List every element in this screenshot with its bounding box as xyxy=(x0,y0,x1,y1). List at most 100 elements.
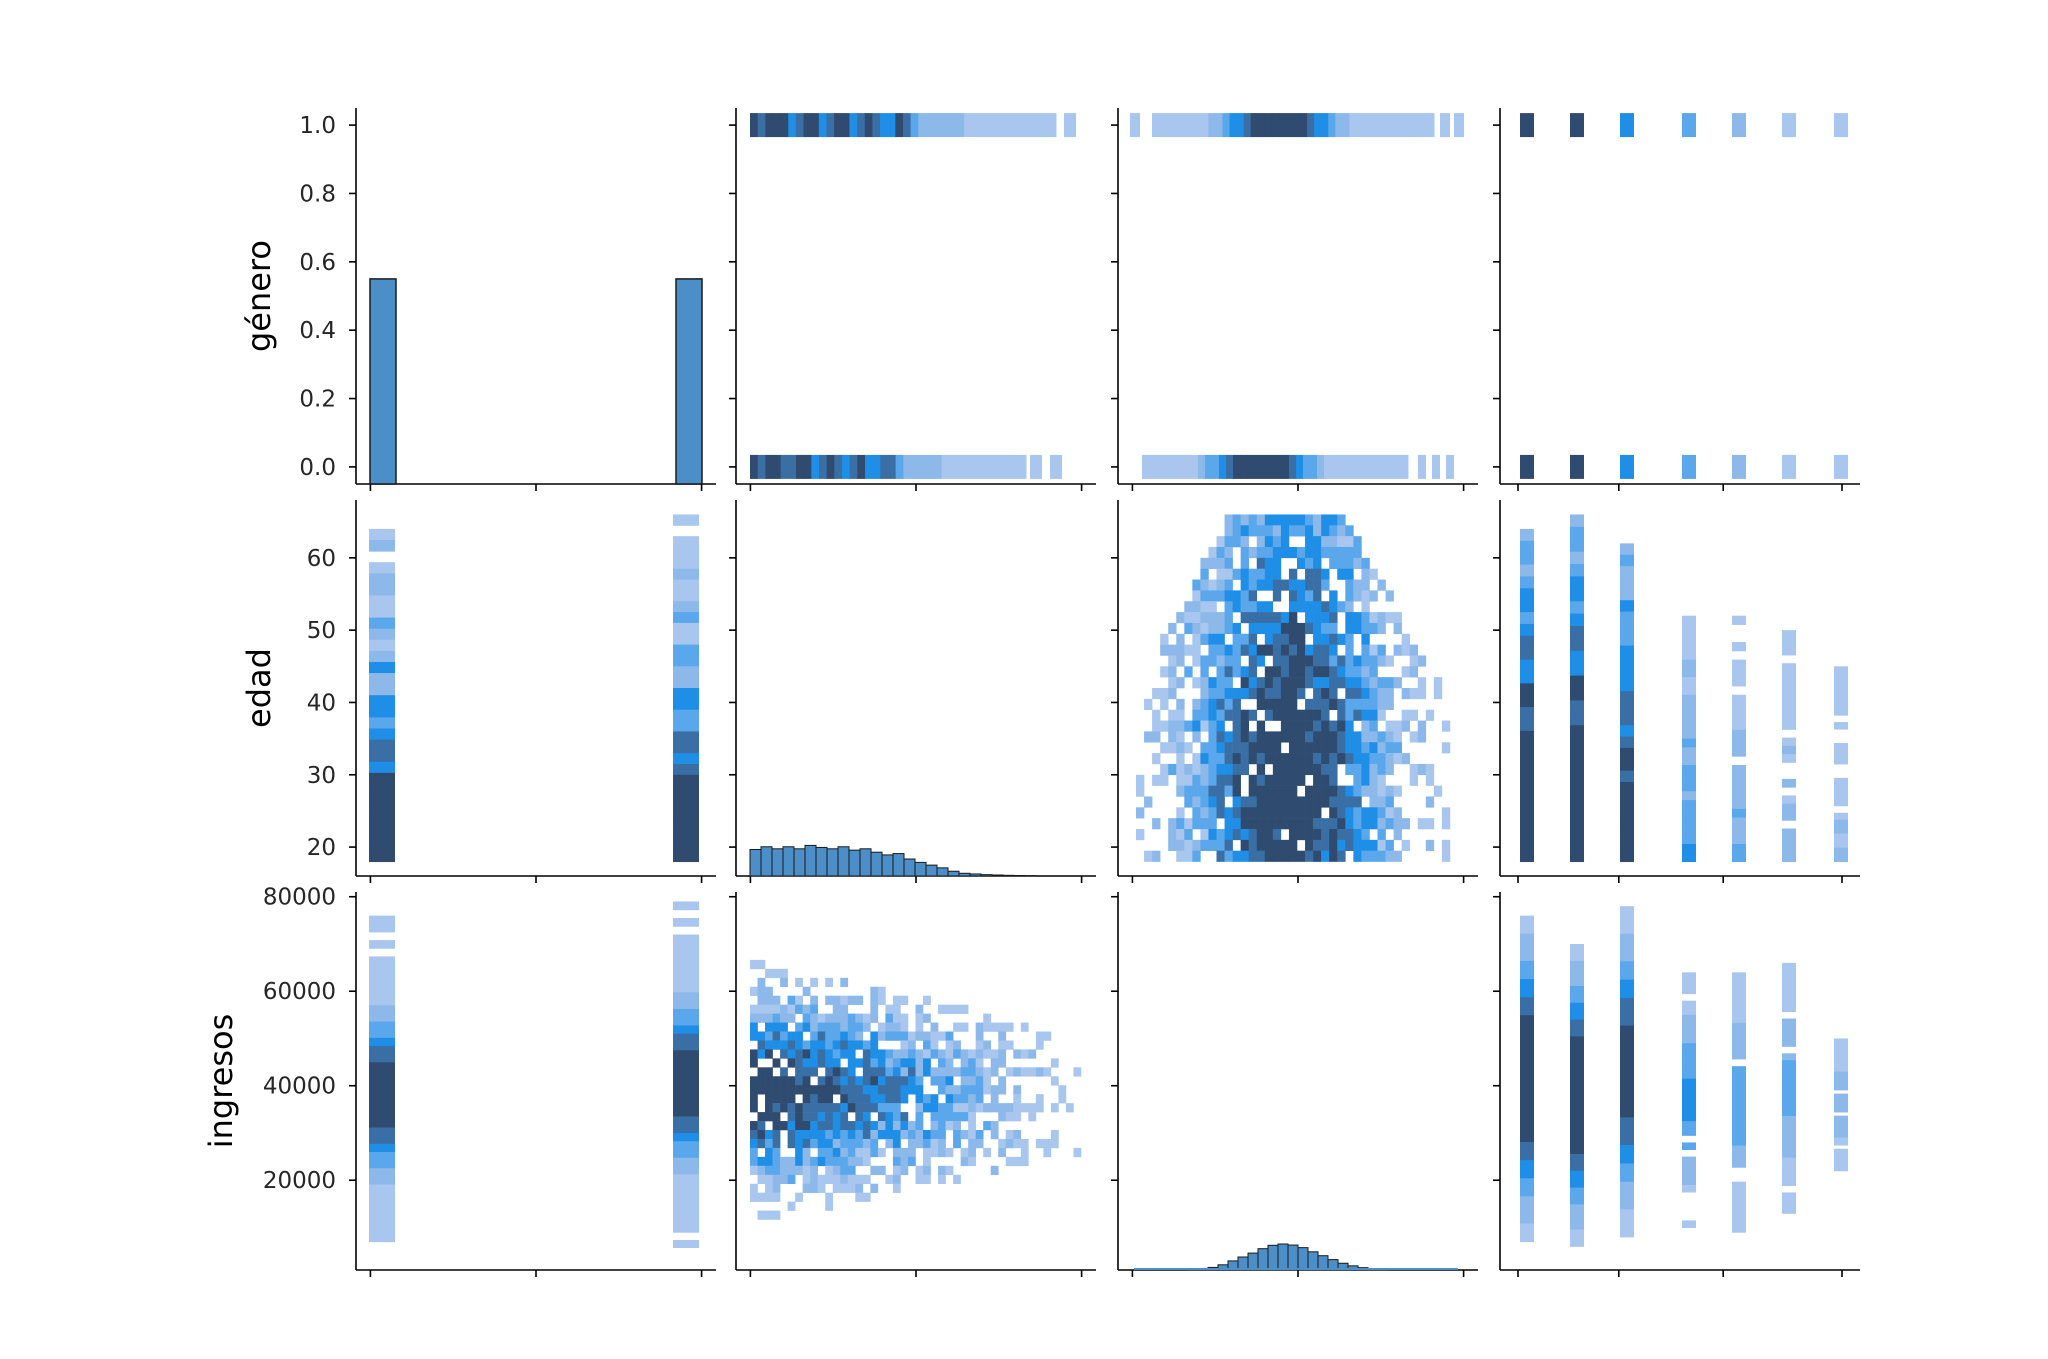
col4-bin xyxy=(1834,722,1848,730)
col4-bin xyxy=(1620,793,1634,806)
heat-bin xyxy=(900,1121,909,1131)
col4-bin xyxy=(1570,799,1584,813)
heat-bin xyxy=(998,1022,1007,1032)
col4-bin xyxy=(1520,1132,1534,1143)
heat-bin xyxy=(1256,644,1266,656)
heat-bin xyxy=(923,1174,931,1185)
heat-bin xyxy=(1272,557,1282,569)
heat-bin xyxy=(1232,731,1241,743)
strip-bin xyxy=(369,750,395,763)
heat-bin xyxy=(1345,839,1354,851)
heat-bin xyxy=(765,995,773,1005)
heat-bin xyxy=(757,959,766,970)
strip-bin xyxy=(933,113,942,138)
heat-bin xyxy=(1168,763,1177,776)
heat-bin xyxy=(1184,818,1193,830)
edad-hist-bar xyxy=(749,848,762,877)
heat-bin xyxy=(953,1103,961,1113)
col4-bin xyxy=(1682,650,1696,661)
heat-bin xyxy=(817,1156,826,1167)
col4-bin xyxy=(1732,1102,1746,1110)
strip-bin xyxy=(369,1054,395,1063)
strip-bin xyxy=(673,1050,699,1060)
heat-bin xyxy=(1013,1094,1022,1104)
heat-bin xyxy=(1361,807,1370,819)
heat-bin xyxy=(1297,590,1306,602)
heat-bin xyxy=(1280,547,1290,559)
heat-bin xyxy=(877,1129,886,1140)
strip-bin xyxy=(1380,454,1388,479)
col4-bin xyxy=(1782,803,1796,813)
heat-bin xyxy=(1200,742,1209,754)
heat-bin xyxy=(1337,829,1346,841)
heat-bin xyxy=(1152,709,1161,721)
heat-bin xyxy=(1377,839,1386,851)
heat-bin xyxy=(1345,612,1354,624)
heat-bin xyxy=(1200,579,1209,591)
col4-bin xyxy=(1520,647,1534,661)
heat-bin xyxy=(892,1138,901,1149)
heat-bin xyxy=(832,1121,841,1131)
heat-bin xyxy=(780,1067,788,1077)
strip-bin xyxy=(1050,454,1062,479)
col4-bin xyxy=(1682,1163,1696,1172)
strip-bin xyxy=(673,796,699,808)
heat-bin xyxy=(915,1004,924,1014)
strip-bin xyxy=(1226,454,1234,479)
col4-bin xyxy=(1782,795,1796,805)
col4-bin xyxy=(1682,1085,1696,1094)
heat-bin xyxy=(1272,590,1282,602)
col4-bin xyxy=(1782,704,1796,714)
strip-bin xyxy=(673,807,699,819)
col4-bin xyxy=(1620,961,1634,971)
col4-bin xyxy=(1520,1051,1534,1062)
col4-bin xyxy=(1682,454,1696,479)
strip-bin xyxy=(1243,113,1252,138)
heat-bin xyxy=(1329,536,1338,548)
heat-bin xyxy=(772,1094,781,1104)
heat-bin xyxy=(915,1174,924,1185)
heat-bin xyxy=(1136,807,1145,819)
heat-bin xyxy=(1136,774,1145,786)
heat-bin xyxy=(765,1049,773,1059)
heat-bin xyxy=(802,1156,811,1167)
heat-bin xyxy=(975,1040,984,1050)
col4-bin xyxy=(1520,1160,1534,1170)
col4-bin xyxy=(1520,1151,1534,1161)
heat-bin xyxy=(1272,742,1282,754)
heat-bin xyxy=(1353,655,1362,667)
heat-bin xyxy=(1377,785,1386,797)
strip-bin xyxy=(673,568,699,581)
heat-bin xyxy=(892,1103,901,1113)
strip-bin xyxy=(1173,113,1181,138)
heat-bin xyxy=(825,1129,834,1140)
strip-bin xyxy=(1222,113,1231,138)
heat-bin xyxy=(795,977,803,988)
strip-bin xyxy=(1152,113,1160,138)
heat-bin xyxy=(1385,590,1394,602)
heat-bin xyxy=(1321,568,1330,580)
col4-bin xyxy=(1782,1067,1796,1075)
edad-hist xyxy=(749,844,1037,877)
edad-hist-bar xyxy=(771,848,784,877)
heat-bin xyxy=(1208,633,1217,645)
heat-bin xyxy=(1264,547,1274,559)
heat-bin xyxy=(1020,1156,1029,1167)
strip-bin xyxy=(369,606,395,619)
heat-bin xyxy=(1200,688,1209,700)
heat-bin xyxy=(847,1174,856,1185)
heat-bin xyxy=(915,1067,924,1077)
heat-bin xyxy=(1321,677,1330,689)
heat-bin xyxy=(1337,655,1346,667)
heat-bin xyxy=(1353,731,1362,743)
edad-hist-bar xyxy=(1013,874,1026,877)
strip-bin xyxy=(673,1000,699,1010)
heat-bin xyxy=(1224,850,1233,862)
strip-bin xyxy=(369,940,395,949)
cell-1-1 xyxy=(729,500,1096,883)
heat-bin xyxy=(1377,677,1386,689)
heat-bin xyxy=(1353,807,1362,819)
heat-bin xyxy=(1176,709,1185,721)
heat-bin xyxy=(1313,774,1322,786)
heat-bin xyxy=(765,1147,773,1158)
